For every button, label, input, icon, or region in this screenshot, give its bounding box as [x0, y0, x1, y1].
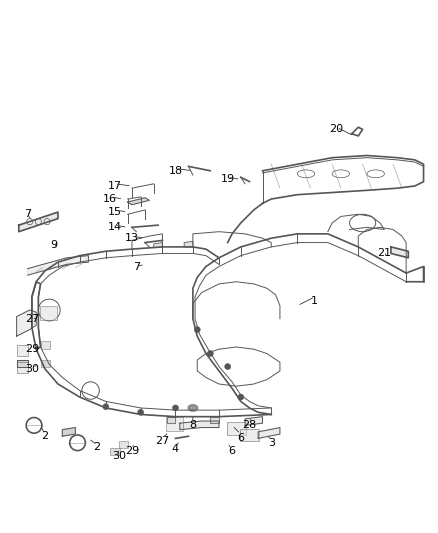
Bar [41, 341, 50, 349]
Text: 28: 28 [242, 421, 257, 430]
Circle shape [173, 405, 179, 411]
Text: 1: 1 [311, 296, 318, 306]
Text: 30: 30 [112, 451, 126, 461]
FancyBboxPatch shape [166, 417, 183, 431]
Text: 2: 2 [41, 431, 49, 441]
Polygon shape [245, 417, 262, 425]
Text: 30: 30 [25, 364, 39, 374]
Text: 6: 6 [229, 447, 236, 456]
Polygon shape [17, 360, 28, 367]
Circle shape [225, 364, 231, 370]
Polygon shape [62, 427, 75, 436]
FancyBboxPatch shape [240, 429, 259, 441]
Text: 7: 7 [24, 209, 31, 219]
Polygon shape [127, 198, 149, 205]
Text: 8: 8 [189, 421, 197, 430]
Polygon shape [184, 241, 193, 247]
Bar [110, 448, 120, 455]
Polygon shape [167, 417, 176, 423]
Polygon shape [154, 243, 162, 248]
Text: 15: 15 [108, 207, 122, 217]
Polygon shape [180, 421, 219, 430]
Polygon shape [19, 212, 58, 232]
Circle shape [238, 394, 244, 400]
Circle shape [194, 327, 200, 333]
Polygon shape [28, 256, 88, 275]
Text: 29: 29 [125, 447, 139, 456]
Bar [119, 441, 128, 448]
Circle shape [207, 351, 213, 357]
Text: 18: 18 [169, 166, 183, 176]
Text: 9: 9 [50, 240, 57, 250]
Text: 27: 27 [155, 435, 170, 446]
Bar [17, 362, 28, 373]
Text: 3: 3 [268, 438, 275, 448]
Ellipse shape [188, 405, 198, 411]
Text: 7: 7 [133, 262, 140, 271]
FancyBboxPatch shape [40, 305, 57, 320]
Text: 6: 6 [237, 433, 244, 443]
Polygon shape [210, 417, 219, 423]
Bar [17, 345, 28, 356]
Text: 17: 17 [107, 181, 122, 191]
FancyBboxPatch shape [227, 422, 246, 435]
Bar [41, 360, 50, 367]
Text: 29: 29 [25, 344, 39, 354]
Text: 13: 13 [125, 233, 139, 243]
Text: 27: 27 [25, 314, 39, 324]
Text: 16: 16 [103, 194, 117, 204]
Text: 21: 21 [377, 248, 392, 259]
Circle shape [103, 403, 109, 410]
Text: 20: 20 [329, 124, 343, 134]
Polygon shape [17, 310, 36, 336]
Circle shape [138, 409, 144, 415]
Text: 19: 19 [221, 174, 235, 184]
Text: 4: 4 [172, 445, 179, 454]
Polygon shape [258, 427, 280, 439]
Text: 14: 14 [107, 222, 122, 232]
Text: 2: 2 [94, 442, 101, 452]
Polygon shape [391, 247, 408, 258]
